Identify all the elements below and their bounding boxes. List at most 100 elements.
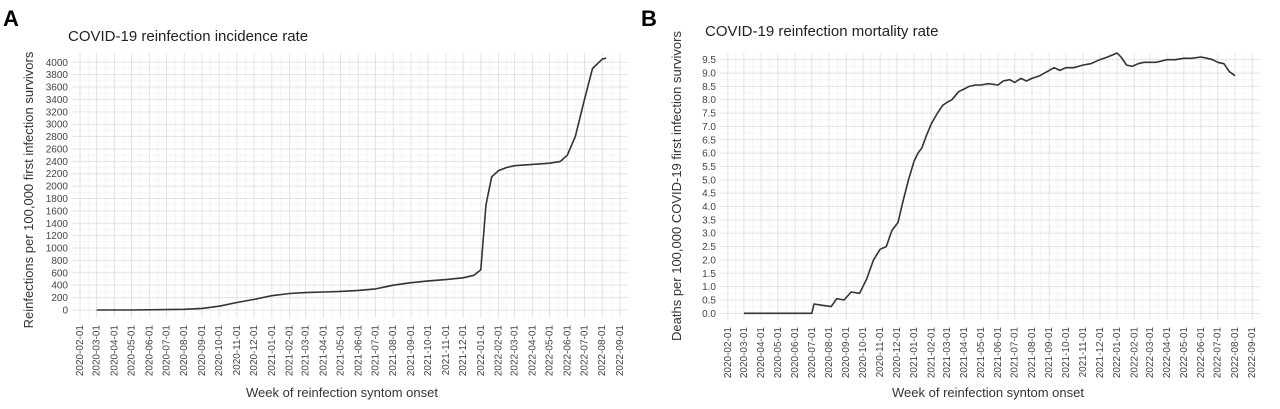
panel-b-title: COVID-19 reinfection mortality rate — [705, 23, 938, 40]
y-tick-label: 3.0 — [702, 229, 716, 240]
x-tick-label: 2020-05-01 — [773, 327, 784, 379]
x-tick-label: 2022-03-01 — [1145, 327, 1156, 379]
panel-a-grid — [72, 53, 628, 318]
x-tick-label: 2020-09-01 — [197, 325, 208, 377]
y-tick-label: 6.5 — [702, 135, 716, 146]
x-tick-label: 2022-05-01 — [545, 325, 556, 377]
x-tick-label: 2021-03-01 — [942, 327, 953, 379]
x-tick-label: 2021-10-01 — [1061, 327, 1072, 379]
x-tick-label: 2020-12-01 — [892, 327, 903, 379]
panel-b-grid — [720, 53, 1260, 320]
x-tick-label: 2022-09-01 — [1247, 327, 1258, 379]
x-tick-label: 2020-11-01 — [875, 327, 886, 378]
x-tick-label: 2020-04-01 — [756, 327, 767, 379]
y-tick-label: 8.0 — [702, 95, 716, 106]
x-tick-label: 2022-08-01 — [597, 325, 608, 377]
y-tick-label: 200 — [51, 293, 68, 304]
x-tick-label: 2020-12-01 — [249, 325, 260, 377]
y-tick-label: 5.0 — [702, 175, 716, 186]
x-tick-label: 2021-09-01 — [1044, 327, 1055, 379]
x-tick-label: 2020-11-01 — [232, 325, 243, 376]
x-tick-label: 2020-05-01 — [127, 325, 138, 377]
x-tick-label: 2022-08-01 — [1230, 327, 1241, 379]
panel-a-x-axis-title: Week of reinfection syntom onset — [246, 385, 438, 400]
y-tick-label: 1400 — [46, 219, 69, 230]
x-tick-label: 2020-02-01 — [75, 325, 86, 377]
x-tick-label: 2021-10-01 — [423, 325, 434, 377]
x-tick-label: 2020-09-01 — [841, 327, 852, 379]
x-tick-label: 2022-07-01 — [1213, 327, 1224, 379]
y-tick-label: 0.5 — [702, 295, 716, 306]
x-tick-label: 2021-11-01 — [1078, 327, 1089, 378]
x-tick-label: 2020-08-01 — [824, 327, 835, 379]
x-tick-label: 2020-03-01 — [739, 327, 750, 379]
x-tick-label: 2020-07-01 — [161, 325, 172, 377]
x-tick-label: 2020-04-01 — [109, 325, 120, 377]
x-tick-label: 2021-06-01 — [993, 327, 1004, 379]
y-tick-label: 0.0 — [702, 309, 716, 320]
y-tick-label: 3.5 — [702, 215, 716, 226]
x-tick-label: 2021-08-01 — [1027, 327, 1038, 379]
y-tick-label: 4.5 — [702, 189, 716, 200]
y-tick-label: 9.0 — [702, 69, 716, 80]
x-tick-label: 2021-12-01 — [458, 325, 469, 377]
y-tick-label: 1600 — [46, 206, 69, 217]
x-tick-label: 2022-06-01 — [562, 325, 573, 377]
y-tick-label: 2400 — [46, 157, 69, 168]
x-tick-label: 2020-06-01 — [144, 325, 155, 377]
y-tick-label: 1.5 — [702, 269, 716, 280]
y-tick-label: 4.0 — [702, 202, 716, 213]
panel-b-letter: B — [641, 6, 657, 31]
panel-b-series — [743, 52, 1236, 315]
y-tick-label: 3400 — [46, 95, 69, 106]
x-tick-label: 2021-01-01 — [267, 325, 278, 377]
panel-a-y-axis-title: Reinfections per 100,000 first infection… — [21, 51, 36, 328]
x-tick-label: 2022-04-01 — [1162, 327, 1173, 379]
y-tick-label: 7.0 — [702, 122, 716, 133]
y-tick-label: 4000 — [46, 58, 69, 69]
y-tick-label: 2000 — [46, 182, 69, 193]
x-tick-label: 2022-02-01 — [494, 325, 505, 377]
panel-a-chart: A COVID-19 reinfection incidence rate Re… — [3, 6, 628, 400]
x-tick-label: 2021-05-01 — [976, 327, 987, 379]
y-tick-label: 1000 — [46, 244, 69, 255]
x-tick-label: 2020-07-01 — [807, 327, 818, 379]
y-tick-label: 5.5 — [702, 162, 716, 173]
panel-a-title: COVID-19 reinfection incidence rate — [68, 28, 308, 45]
panel-a-letter: A — [3, 6, 19, 31]
y-tick-label: 3200 — [46, 107, 69, 118]
panel-b-y-axis-title: Deaths per 100,000 COVID-19 first infect… — [669, 31, 684, 341]
x-tick-label: 2022-02-01 — [1129, 327, 1140, 379]
x-tick-label: 2022-05-01 — [1179, 327, 1190, 379]
x-tick-label: 2022-01-01 — [476, 325, 487, 377]
x-tick-label: 2021-06-01 — [353, 325, 364, 377]
x-tick-label: 2021-05-01 — [336, 325, 347, 377]
x-tick-label: 2021-04-01 — [318, 325, 329, 377]
x-tick-label: 2021-04-01 — [959, 327, 970, 379]
x-tick-label: 2021-02-01 — [285, 325, 296, 377]
x-tick-label: 2020-06-01 — [790, 327, 801, 379]
y-tick-label: 8.5 — [702, 82, 716, 93]
panel-b-chart: B COVID-19 reinfection mortality rate De… — [641, 6, 1260, 400]
y-tick-label: 2200 — [46, 169, 69, 180]
y-tick-label: 2.5 — [702, 242, 716, 253]
panel-a-x-ticks: 2020-02-01 2020-03-01 2020-04-01 2020-05-01… — [75, 325, 626, 377]
y-tick-label: 3800 — [46, 70, 69, 81]
x-tick-label: 2021-02-01 — [926, 327, 937, 379]
x-tick-label: 2022-09-01 — [615, 325, 626, 377]
x-tick-label: 2020-10-01 — [214, 325, 225, 377]
panel-b-x-axis-title: Week of reinfection syntom onset — [892, 385, 1084, 400]
x-tick-label: 2021-01-01 — [909, 327, 920, 379]
x-tick-label: 2020-02-01 — [723, 327, 734, 379]
x-tick-label: 2021-12-01 — [1095, 327, 1106, 379]
panel-a-series — [96, 57, 607, 311]
series-line — [96, 57, 607, 311]
x-tick-label: 2022-06-01 — [1196, 327, 1207, 379]
y-tick-label: 0 — [62, 305, 68, 316]
y-tick-label: 2800 — [46, 132, 69, 143]
panel-b-y-ticks: 0.0 0.5 1.0 1.5 2.0 2.5 3.0 3.5 4.0 4.5 5.0 5.5 6.0 6… — [702, 55, 716, 320]
y-tick-label: 3000 — [46, 120, 69, 131]
y-tick-label: 7.5 — [702, 109, 716, 120]
